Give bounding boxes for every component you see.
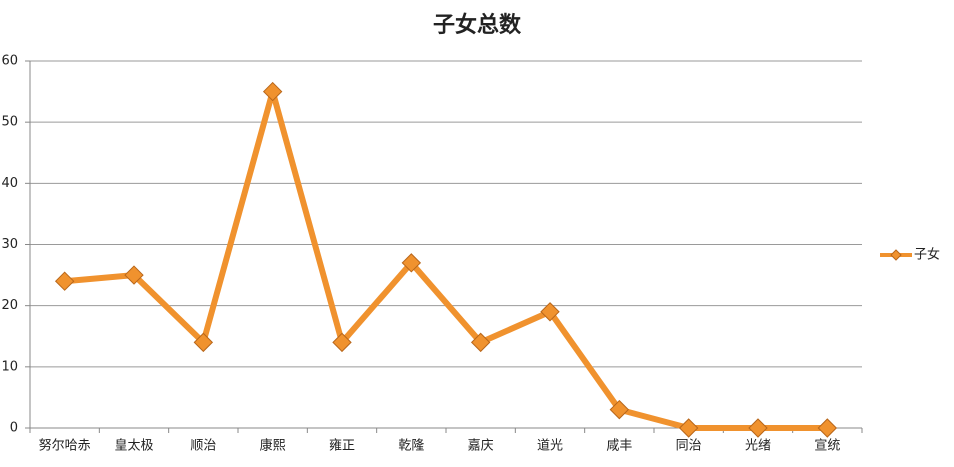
chart-title: 子女总数 <box>433 12 522 38</box>
x-tick-label: 皇太极 <box>114 439 153 454</box>
x-tick-label: 康熙 <box>260 438 286 454</box>
marker <box>54 271 75 291</box>
legend-label: 子女 <box>914 247 940 263</box>
series-line <box>64 88 828 431</box>
marker <box>124 265 144 285</box>
x-tick-label: 乾隆 <box>398 439 424 454</box>
x-tick-label: 道光 <box>537 439 563 454</box>
y-tick-label: 20 <box>1 298 18 313</box>
marker <box>470 332 491 353</box>
x-tick-label: 光绪 <box>745 439 771 454</box>
x-tick-label: 嘉庆 <box>468 439 494 454</box>
marker <box>540 302 560 322</box>
y-tick-label: 40 <box>1 176 18 191</box>
marker <box>748 418 768 438</box>
y-tick-label: 30 <box>1 237 18 252</box>
y-tick-label: 0 <box>10 421 18 436</box>
marker <box>678 418 699 438</box>
y-tick-label: 50 <box>1 115 18 130</box>
y-tick-label: 60 <box>1 54 18 69</box>
x-tick-label: 雍正 <box>329 438 355 454</box>
marker <box>609 399 630 420</box>
marker <box>332 332 352 353</box>
marker <box>262 81 283 102</box>
x-tick-label: 努尔哈赤 <box>39 439 91 454</box>
x-tick-label: 同治 <box>676 439 702 454</box>
marker <box>401 253 422 273</box>
marker <box>817 418 838 438</box>
x-tick-label: 顺治 <box>190 439 216 454</box>
x-tick-label: 咸丰 <box>606 439 632 454</box>
legend-marker <box>890 249 902 261</box>
y-tick-label: 10 <box>1 359 18 374</box>
x-tick-label: 宣统 <box>814 438 840 454</box>
marker <box>193 332 214 353</box>
